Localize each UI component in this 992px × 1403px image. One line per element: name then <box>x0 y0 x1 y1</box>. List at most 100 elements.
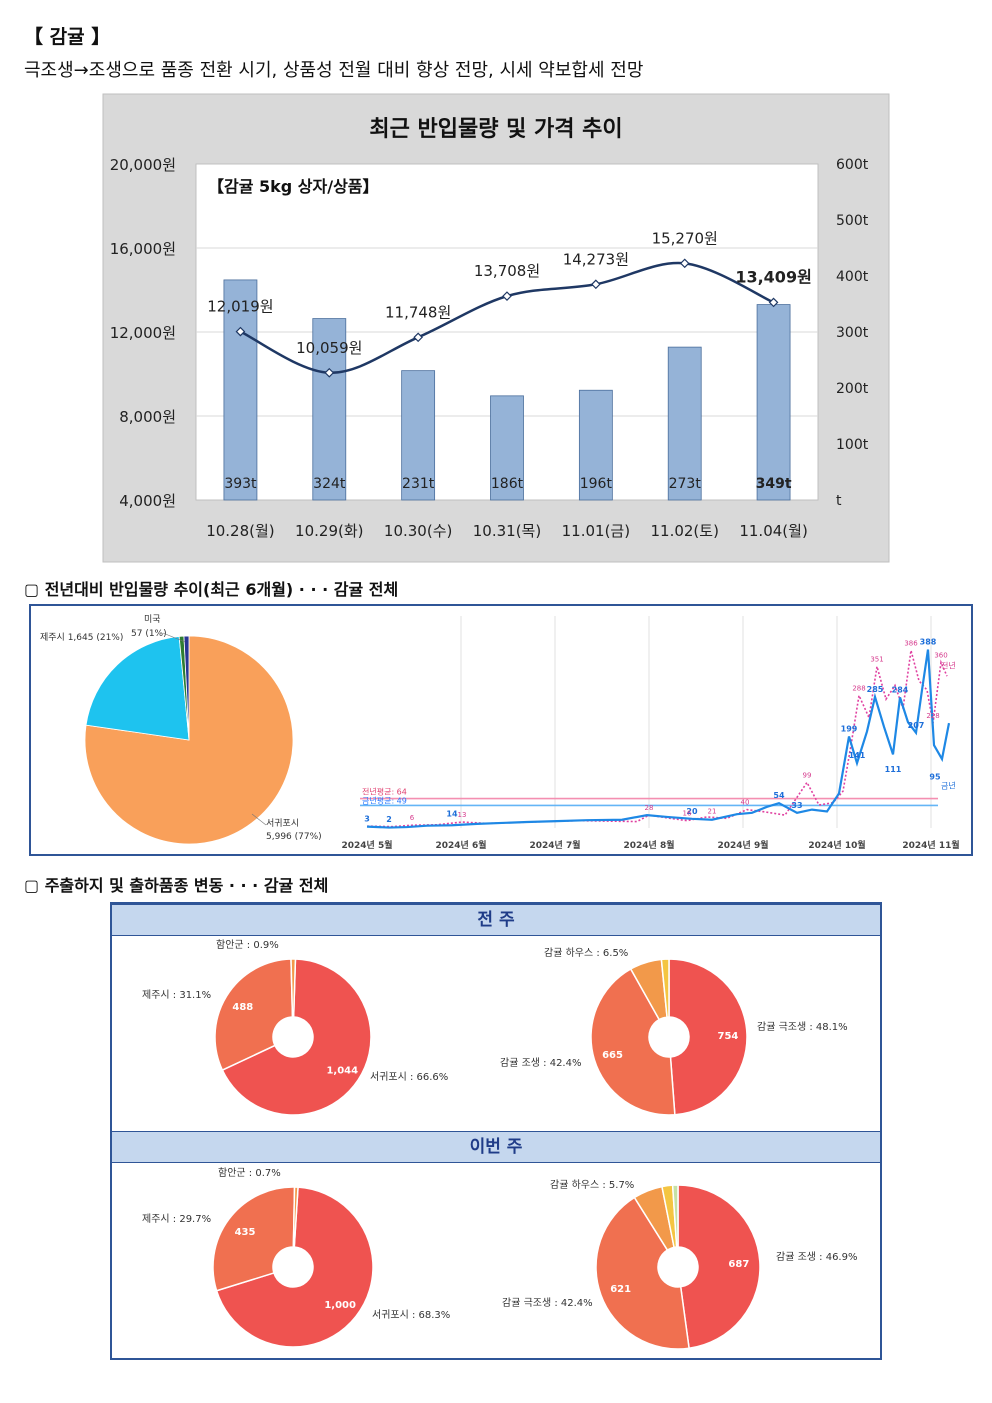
x-axis-label: 10.30(수) <box>384 522 452 540</box>
price-marker <box>768 297 779 308</box>
volume-bar <box>401 370 436 501</box>
trend-point-label: 16 <box>683 810 692 818</box>
donut-charts: 1,044 488 754 665 1,000 435 687 621 함안군 : 0.9% 제주… <box>142 939 857 1350</box>
x-axis-label: 10.29(화) <box>295 522 363 540</box>
left-axis-tick: 20,000원 <box>110 156 176 174</box>
band-this-week: 이번 주 <box>112 1131 880 1163</box>
price-label: 13,708원 <box>474 262 540 280</box>
series-label-this-year: 금년 <box>941 780 956 790</box>
left-axis-tick: 16,000원 <box>110 240 176 258</box>
right-axis-tick: t <box>836 493 842 509</box>
donut-value: 621 <box>610 1284 631 1295</box>
trend-point-label: 33 <box>791 801 802 810</box>
page-title: 【 감귤 】 <box>24 26 111 48</box>
avg-label-this-year: 금년평균: 49 <box>362 795 407 805</box>
donut-slice <box>292 1186 299 1248</box>
chart-title: 최근 반입물량 및 가격 추이 <box>369 117 622 142</box>
donut-value: 665 <box>602 1050 623 1061</box>
leader-line <box>251 813 267 826</box>
right-axis-tick: 600t <box>836 157 869 173</box>
donut-value: 754 <box>718 1031 739 1042</box>
label-seogwipo-this: 서귀포시 : 68.3% <box>372 1309 450 1321</box>
x-axis-label: 11.04(월) <box>739 522 807 540</box>
trend-point-label: 207 <box>908 721 925 730</box>
label-house-this: 감귤 하우스 : 5.7% <box>550 1178 634 1191</box>
x-axis-label: 11.02(토) <box>650 522 718 540</box>
donut-value: 435 <box>235 1227 256 1238</box>
donut-slice <box>677 1184 761 1350</box>
trend-point-label: 21 <box>708 807 717 815</box>
market-outlook: 극조생→조생으로 품종 전환 시기, 상품성 전월 대비 향상 전망, 시세 약… <box>24 60 644 81</box>
trend-point-label: 20 <box>686 807 698 816</box>
section-origin-variety: ▢ 주출하지 및 출하품종 변동 · · · 감귤 전체 <box>24 876 329 895</box>
trend-point-label: 228 <box>926 712 939 720</box>
donut-slice <box>671 1184 679 1248</box>
volume-label: 196t <box>580 476 613 492</box>
volume-label: 186t <box>491 476 524 492</box>
trend-point-label: 351 <box>870 656 883 664</box>
price-marker <box>324 367 335 378</box>
donut-slice <box>290 958 297 1018</box>
label-jo-prev: 감귤 조생 : 42.4% <box>500 1057 581 1069</box>
trend-point-label: 99 <box>803 771 812 779</box>
trend-point-label: 360 <box>934 651 947 659</box>
origin-label-usa: 미국 <box>144 614 161 625</box>
origin-pie-slice <box>84 635 294 845</box>
trend-x-tick: 2024년 8월 <box>623 839 674 851</box>
donut-value: 1,044 <box>326 1065 358 1076</box>
price-marker <box>413 332 423 343</box>
donut-slice <box>590 967 676 1116</box>
volume-bar <box>756 304 791 501</box>
volume-label: 393t <box>224 476 257 492</box>
trend-point-label: 388 <box>920 638 937 647</box>
trend-point-label: 2 <box>386 815 392 824</box>
band-prev-week: 전 주 <box>112 904 880 936</box>
x-axis-label: 10.28(월) <box>206 522 274 540</box>
trend-x-tick: 2024년 5월 <box>341 839 392 851</box>
label-seogwipo-prev: 서귀포시 : 66.6% <box>370 1071 448 1083</box>
price-marker <box>591 279 601 290</box>
avg-label-last-year: 전년평균: 64 <box>362 787 407 797</box>
origin-pie-slice <box>183 635 190 741</box>
right-axis-tick: 400t <box>836 269 869 285</box>
donut-slice <box>668 958 748 1116</box>
price-label: 10,059원 <box>296 339 362 357</box>
origin-value-seogwipo: 5,996 (77%) <box>266 832 322 842</box>
origin-pie-slice <box>85 636 190 741</box>
volume-label: 273t <box>669 476 702 492</box>
trend-point-label: 285 <box>867 685 884 694</box>
right-axis-tick: 200t <box>836 381 869 397</box>
origin-value-usa: 57 (1%) <box>131 629 167 639</box>
donut-value: 1,000 <box>324 1300 356 1311</box>
label-haman-this: 함안군 : 0.7% <box>218 1167 281 1179</box>
trend-point-label: 3 <box>364 815 370 824</box>
donut-panel: 전 주 이번 주 1,044 488 754 665 1,000 435 687 621 함안군… <box>110 902 882 1360</box>
left-axis-tick: 12,000원 <box>110 324 176 342</box>
trend-x-tick: 2024년 11월 <box>902 839 959 851</box>
trend-point-label: 6 <box>410 814 415 822</box>
trend-point-label: 199 <box>841 724 858 733</box>
price-label: 14,273원 <box>563 250 629 268</box>
price-label: 12,019원 <box>207 298 273 316</box>
trend-x-tick: 2024년 7월 <box>529 839 580 851</box>
donut-value: 687 <box>728 1259 749 1270</box>
origin-label-seogwipo: 서귀포시 <box>266 818 299 829</box>
trend-point-label: 284 <box>892 685 909 694</box>
price-marker <box>235 326 246 337</box>
trend-x-tick: 2024년 10월 <box>808 839 865 851</box>
volume-bar <box>667 346 702 501</box>
volume-bar <box>223 279 258 501</box>
trend-point-label: 95 <box>929 772 941 781</box>
trend-point-label: 386 <box>904 639 918 647</box>
trend-point-label: 40 <box>741 799 750 807</box>
volume-bar <box>312 318 347 501</box>
price-marker <box>502 291 512 301</box>
volume-label: 231t <box>402 476 435 492</box>
leader-line <box>162 632 186 643</box>
label-jeju-this: 제주시 : 29.7% <box>142 1213 211 1225</box>
label-jeju-prev: 제주시 : 31.1% <box>142 989 211 1001</box>
chart-product-label: 【감귤 5kg 상자/상품】 <box>208 177 379 196</box>
line-this-year <box>366 649 951 829</box>
trend-point-label: 288 <box>852 685 865 693</box>
